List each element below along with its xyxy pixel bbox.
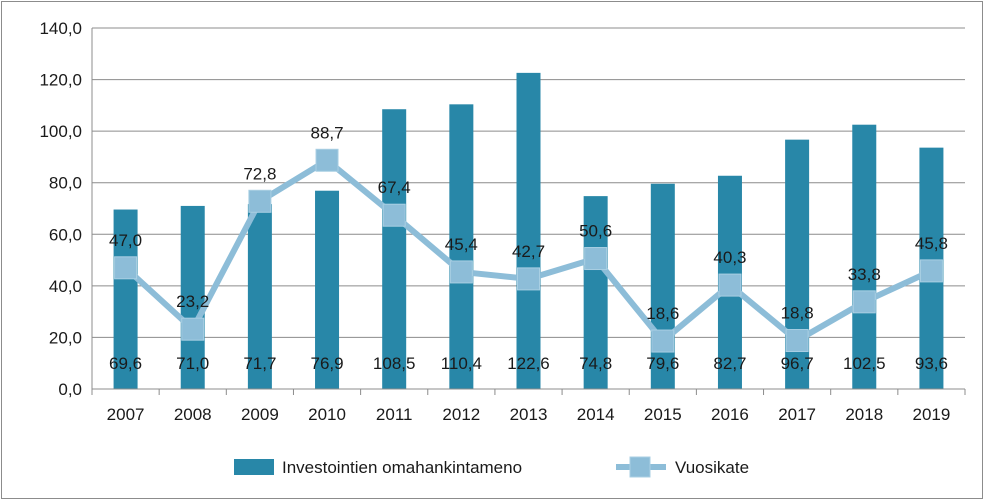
x-tick-label: 2008 (174, 405, 212, 424)
bar-data-label: 79,6 (646, 354, 679, 373)
line-marker (919, 259, 943, 283)
x-tick-label: 2010 (308, 405, 346, 424)
bar (180, 205, 205, 389)
line-marker (651, 329, 675, 353)
line-marker (718, 273, 742, 297)
legend-label-line: Vuosikate (675, 458, 749, 477)
line-data-label: 50,6 (579, 222, 612, 241)
x-tick-label: 2012 (442, 405, 480, 424)
bar-data-label: 71,0 (176, 354, 209, 373)
x-tick-label: 2018 (845, 405, 883, 424)
bar (113, 209, 138, 389)
y-tick-label: 0,0 (58, 380, 82, 399)
legend-bar-swatch (234, 459, 274, 475)
line-data-label: 45,8 (915, 234, 948, 253)
y-tick-label: 40,0 (49, 277, 82, 296)
y-tick-label: 140,0 (39, 19, 82, 38)
bar-data-label: 122,6 (507, 354, 550, 373)
y-tick-label: 60,0 (49, 225, 82, 244)
x-tick-label: 2017 (778, 405, 816, 424)
line-data-label: 18,8 (781, 304, 814, 323)
line-marker (517, 267, 540, 291)
y-tick-label: 120,0 (39, 71, 82, 90)
line-data-label: 47,0 (109, 231, 142, 250)
line-data-label: 42,7 (512, 242, 545, 261)
bar (315, 190, 340, 389)
x-tick-label: 2016 (711, 405, 749, 424)
line-data-label: 72,8 (243, 164, 276, 183)
bar (852, 124, 877, 390)
legend-line-marker (629, 456, 651, 478)
line-data-label: 23,2 (176, 292, 209, 311)
bar-data-label: 96,7 (781, 354, 814, 373)
x-tick-label: 2019 (913, 405, 951, 424)
bar-data-label: 74,8 (579, 354, 612, 373)
bar (247, 204, 272, 389)
line-marker (449, 260, 473, 284)
x-tick-label: 2011 (376, 405, 413, 424)
line-marker (315, 148, 339, 172)
bar-data-label: 110,4 (441, 354, 482, 373)
y-tick-label: 80,0 (49, 174, 82, 193)
x-tick-label: 2013 (510, 405, 548, 424)
bar-data-label: 69,6 (109, 354, 142, 373)
bar-data-label: 108,5 (373, 354, 416, 373)
bar (516, 72, 541, 390)
bar-data-label: 76,9 (310, 354, 343, 373)
line-marker (248, 189, 272, 213)
line-marker (114, 256, 138, 280)
bar-data-label: 71,7 (243, 354, 276, 373)
line-data-label: 88,7 (310, 123, 343, 142)
x-tick-label: 2009 (241, 405, 279, 424)
line-data-label: 40,3 (713, 248, 746, 267)
y-tick-label: 100,0 (39, 122, 82, 141)
line-marker (584, 247, 608, 271)
line-data-label: 18,6 (646, 304, 679, 323)
x-tick-label: 2007 (107, 405, 145, 424)
line-marker (852, 290, 876, 314)
line-marker (785, 329, 809, 353)
y-tick-label: 20,0 (49, 328, 82, 347)
x-tick-label: 2014 (577, 405, 615, 424)
bar-data-label: 93,6 (915, 354, 948, 373)
bar-data-label: 82,7 (713, 354, 746, 373)
bar-data-label: 102,5 (843, 354, 886, 373)
line-marker (382, 203, 406, 227)
bar (650, 183, 675, 389)
bar (583, 196, 608, 389)
line-data-label: 33,8 (848, 265, 881, 284)
x-tick-label: 2015 (644, 405, 682, 424)
line-data-label: 45,4 (445, 235, 478, 254)
legend-label-bars: Investointien omahankintameno (282, 458, 522, 477)
line-marker (181, 317, 205, 341)
bar (449, 104, 474, 389)
bar (382, 109, 407, 389)
line-data-label: 67,4 (378, 178, 411, 197)
